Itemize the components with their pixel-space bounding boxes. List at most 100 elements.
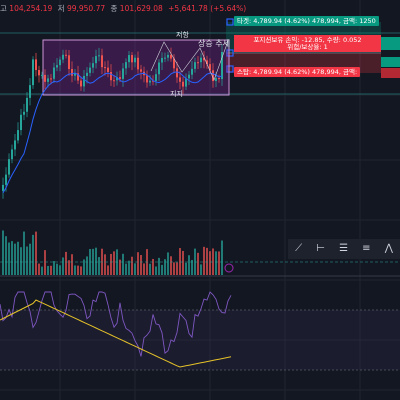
candle <box>155 74 157 81</box>
candle <box>185 78 187 87</box>
support-annotation[interactable]: 지지 <box>170 89 183 98</box>
candle <box>107 67 109 73</box>
resistance-annotation[interactable]: 저항 <box>176 30 189 39</box>
volume-bar <box>38 263 40 275</box>
trend-annotation[interactable]: 상승 추세 <box>198 38 230 48</box>
candle <box>134 57 136 63</box>
volume-bar <box>209 251 211 275</box>
candle <box>104 67 106 69</box>
volume-bar <box>20 247 22 275</box>
candle <box>29 85 31 98</box>
candle <box>92 63 94 68</box>
volume-bar <box>164 259 166 275</box>
volume-bar <box>170 256 172 275</box>
volume-bar <box>143 263 145 275</box>
pattern-icon[interactable]: ⋀ <box>384 243 393 254</box>
ohlc-legend: 고 104,254.19 저 99,950.77 종 101,629.08 +5… <box>0 3 249 14</box>
price-scale-target-tag <box>381 37 400 50</box>
price-scale-stop-tag <box>381 68 400 78</box>
volume-bar <box>98 257 100 275</box>
alert-icon[interactable] <box>224 263 234 273</box>
candle <box>110 72 112 81</box>
fib-icon[interactable]: ☰ <box>339 243 349 254</box>
volume-bar <box>74 265 76 275</box>
candle <box>47 78 49 82</box>
trend-line-icon[interactable]: ⟋ <box>295 243 303 254</box>
volume-bar <box>2 230 4 275</box>
candle <box>50 78 52 80</box>
trend-zigzag[interactable] <box>150 40 229 81</box>
volume-bar <box>110 253 112 275</box>
candle <box>23 111 25 115</box>
volume-bar <box>152 258 154 275</box>
entry-handle[interactable] <box>226 49 234 57</box>
volume-bar <box>179 248 181 275</box>
volume-bar <box>128 260 130 275</box>
candle <box>41 74 43 76</box>
candle <box>119 77 121 79</box>
candle <box>137 57 139 70</box>
volume-bars <box>2 230 223 275</box>
candle <box>11 149 13 160</box>
stop-label[interactable]: 스탑: 4,789.94 (4.62%) 478,994, 금액: <box>234 67 361 77</box>
candle <box>101 55 103 68</box>
candle <box>35 59 37 71</box>
volume-bar <box>191 259 193 275</box>
horizontal-ray-icon[interactable]: ⊢ <box>316 243 325 254</box>
change-value: +5,641.78 (+5.64%) <box>168 4 247 13</box>
volume-bar <box>122 253 124 275</box>
candle <box>44 74 46 82</box>
moving-average-line <box>2 71 223 194</box>
volume-bar <box>221 240 223 275</box>
close-value: 101,629.08 <box>119 4 163 13</box>
volume-bar <box>32 234 34 275</box>
candle <box>170 54 172 59</box>
candle <box>77 73 79 81</box>
risk-reward-label: 위험/보상율: 1 <box>287 43 328 51</box>
volume-bar <box>23 231 25 275</box>
volume-bar <box>71 254 73 275</box>
volume-bar <box>176 262 178 275</box>
candle <box>206 60 208 65</box>
volume-bar <box>8 242 10 275</box>
volume-bar <box>140 255 142 275</box>
volume-bar <box>137 252 139 275</box>
volume-bar <box>119 259 121 275</box>
candle <box>197 62 199 64</box>
candles <box>2 44 223 199</box>
candle <box>200 57 202 63</box>
candle <box>146 75 148 83</box>
volume-bar <box>83 259 85 275</box>
rsi-band <box>0 310 400 370</box>
candle <box>116 77 118 81</box>
candle <box>5 174 7 185</box>
candle <box>164 57 166 59</box>
volume-bar <box>200 264 202 275</box>
drawing-toolbar: ⟋ ⊢ ☰ ≡ ⋀ <box>288 239 400 259</box>
candle <box>65 54 67 56</box>
volume-bar <box>26 246 28 275</box>
candle <box>80 80 82 87</box>
volume-bar <box>35 231 37 275</box>
text-icon[interactable]: ≡ <box>362 243 371 254</box>
volume-bar <box>68 260 70 275</box>
volume-bar <box>14 243 16 275</box>
volume-bar <box>44 250 46 275</box>
candle <box>209 64 211 71</box>
volume-bar <box>215 251 217 275</box>
candle <box>59 59 61 66</box>
position-info[interactable]: 포지션보유 손익: -12.85, 수량: 0.052 위험/보상율: 1 <box>234 35 381 52</box>
volume-bar <box>17 241 19 275</box>
target-handle[interactable] <box>226 18 234 26</box>
volume-bar <box>59 265 61 275</box>
candle <box>203 57 205 61</box>
candle <box>26 97 28 112</box>
candle <box>173 58 175 69</box>
candle <box>221 52 223 80</box>
candle <box>188 74 190 79</box>
volume-bar <box>29 243 31 275</box>
stop-handle[interactable] <box>226 65 234 73</box>
target-label[interactable]: 타겟: 4,789.94 (4.62%) 478,994, 금액: 1250 <box>234 16 379 26</box>
candle <box>32 59 34 86</box>
